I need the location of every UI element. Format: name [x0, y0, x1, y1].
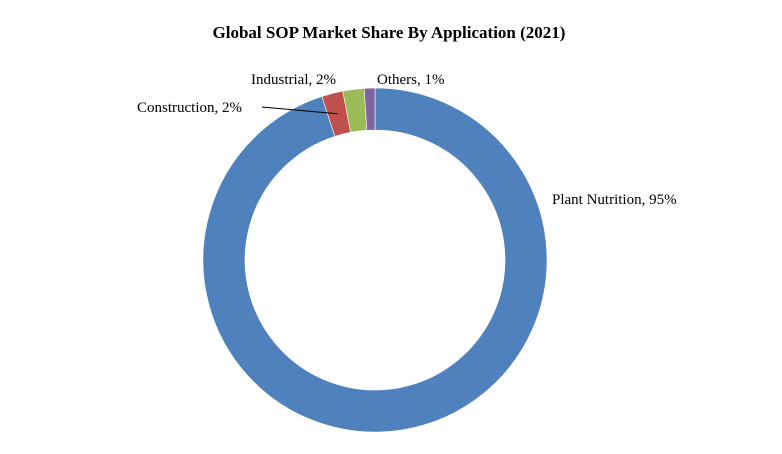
- slice-others: [363, 87, 376, 131]
- chart-title: Global SOP Market Share By Application (…: [213, 23, 566, 42]
- leader-line-construction: [261, 106, 338, 115]
- slice-plant-nutrition: [202, 87, 548, 433]
- label-others: Others, 1%: [377, 72, 445, 88]
- label-construction: Construction, 2%: [137, 100, 242, 116]
- label-plant-nutrition: Plant Nutrition, 95%: [552, 192, 677, 208]
- label-industrial: Industrial, 2%: [251, 72, 336, 88]
- slice-labels: Plant Nutrition, 95% Construction, 2% Indu…: [137, 72, 677, 208]
- donut-slices: [202, 87, 548, 433]
